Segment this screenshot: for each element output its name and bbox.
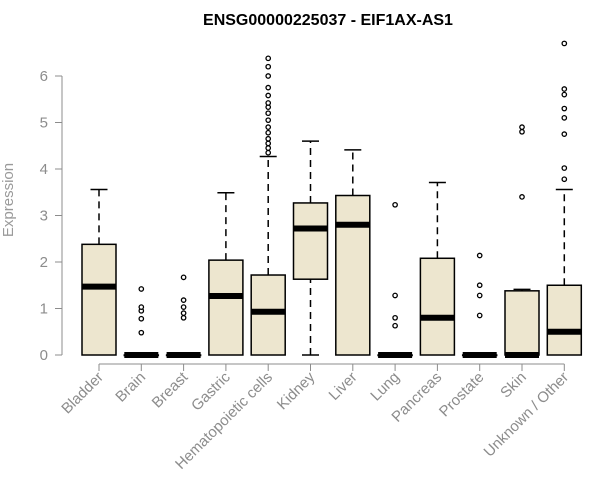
- outlier-point: [138, 329, 145, 336]
- x-tick-label: Brain: [112, 369, 149, 406]
- chart-title: ENSG00000225037 - EIF1AX-AS1: [203, 12, 453, 29]
- y-tick-label: 0: [40, 347, 48, 364]
- outlier-point: [180, 297, 187, 303]
- y-tick-label: 1: [40, 301, 48, 318]
- box-skin: [504, 124, 540, 358]
- outlier-point: [265, 84, 272, 91]
- outlier-point: [180, 274, 187, 281]
- outlier-point: [519, 128, 525, 135]
- outlier-point: [476, 312, 483, 319]
- outlier-point: [265, 117, 272, 124]
- y-tick-label: 6: [40, 68, 48, 85]
- y-tick-label: 4: [40, 161, 48, 178]
- outlier-point: [519, 124, 525, 131]
- outlier-point: [392, 314, 398, 321]
- outlier-point: [561, 131, 568, 137]
- box-liver: [335, 149, 371, 356]
- outlier-point: [180, 314, 187, 321]
- box-lung: [377, 201, 413, 358]
- outlier-point: [265, 140, 272, 147]
- outlier-point: [138, 315, 145, 322]
- outlier-point: [392, 201, 398, 208]
- outlier-point: [561, 40, 568, 47]
- box-brain: [123, 286, 160, 358]
- box-body: [81, 243, 117, 356]
- x-tick-label: Skin: [497, 369, 530, 402]
- outlier-point: [180, 304, 187, 310]
- box-hematopoietic-cells: [250, 55, 286, 356]
- boxes-layer: [81, 40, 583, 358]
- outlier-point: [265, 73, 272, 79]
- box-body: [250, 274, 286, 356]
- outlier-point: [265, 110, 272, 117]
- box-bladder: [81, 188, 117, 356]
- outlier-point: [265, 129, 272, 136]
- box-unknown-other: [546, 40, 583, 356]
- outlier-point: [138, 304, 145, 310]
- box-gastric: [208, 191, 244, 356]
- outlier-point: [265, 55, 272, 62]
- outlier-point: [265, 135, 272, 142]
- box-pancreas: [419, 181, 456, 356]
- outlier-point: [265, 145, 272, 151]
- outlier-point: [265, 149, 272, 156]
- box-body: [335, 194, 371, 356]
- outlier-point: [561, 176, 568, 183]
- x-tick-label: Breast: [149, 368, 192, 411]
- box-body: [419, 257, 456, 356]
- box-body: [292, 202, 329, 280]
- outlier-point: [561, 105, 568, 112]
- outlier-point: [265, 92, 272, 99]
- y-axis: 0 1 2 3 4 5 6: [40, 68, 63, 364]
- y-tick-label: 5: [40, 115, 48, 132]
- outlier-point: [561, 115, 568, 121]
- outlier-point: [180, 310, 187, 316]
- box-body: [504, 290, 540, 356]
- x-tick-label: Bladder: [58, 369, 107, 418]
- outlier-point: [265, 63, 272, 70]
- y-tick-label: 3: [40, 208, 48, 225]
- y-axis-label: Expression: [0, 163, 17, 237]
- x-tick-label: Liver: [326, 369, 361, 404]
- outlier-point: [392, 322, 398, 329]
- outlier-point: [519, 194, 525, 200]
- box-body: [208, 259, 244, 356]
- outlier-point: [265, 124, 272, 131]
- box-prostate: [461, 252, 498, 358]
- box-body: [546, 284, 583, 356]
- outlier-point: [392, 292, 398, 299]
- outlier-point: [561, 165, 568, 171]
- outlier-point: [476, 252, 483, 259]
- y-tick-label: 2: [40, 254, 48, 271]
- outlier-point: [561, 86, 568, 92]
- outlier-point: [138, 286, 145, 292]
- box-breast: [165, 274, 202, 358]
- x-tick-label: Lung: [367, 369, 403, 405]
- outlier-point: [561, 91, 568, 98]
- outlier-point: [265, 100, 272, 106]
- x-tick-label: Kidney: [274, 368, 319, 413]
- x-tick-label: Prostate: [436, 369, 488, 421]
- outlier-point: [476, 282, 483, 289]
- box-kidney: [292, 140, 329, 356]
- outlier-point: [476, 292, 483, 299]
